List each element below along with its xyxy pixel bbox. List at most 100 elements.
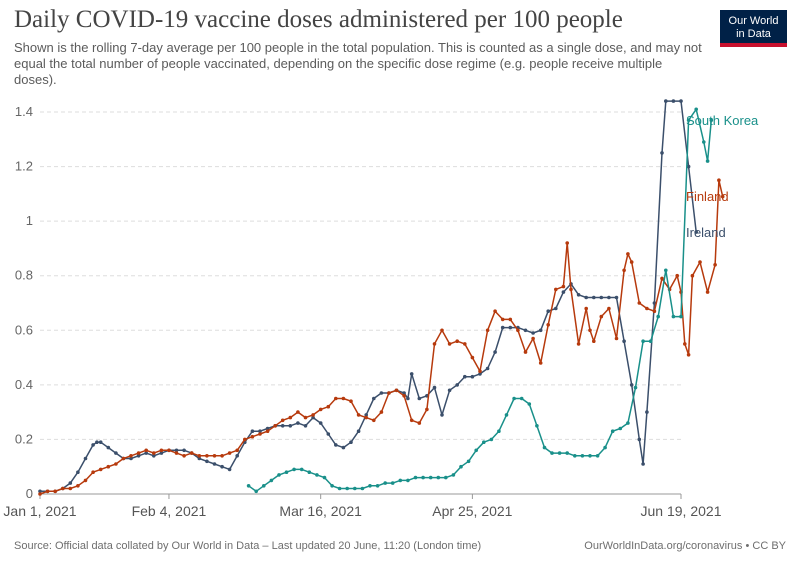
data-point-ireland: [174, 448, 179, 453]
data-point-finland: [409, 418, 414, 423]
license-note[interactable]: OurWorldInData.org/coronavirus • CC BY: [584, 540, 786, 552]
data-point-ireland: [364, 413, 369, 417]
x-tick-label: Mar 16, 2021: [279, 503, 362, 519]
data-point-finland: [326, 404, 331, 409]
data-point-finland: [508, 317, 513, 322]
data-point-south-korea: [307, 470, 312, 475]
data-point-finland: [447, 342, 452, 346]
data-point-finland: [622, 268, 626, 273]
data-point-finland: [379, 410, 384, 414]
data-point-south-korea: [322, 475, 327, 480]
data-point-ireland: [523, 328, 528, 333]
data-point-south-korea: [292, 467, 296, 472]
data-point-south-korea: [428, 475, 433, 480]
data-point-ireland: [592, 295, 596, 300]
data-point-south-korea: [588, 454, 592, 458]
y-tick-label: 0.6: [15, 322, 33, 337]
data-point-finland: [243, 437, 247, 442]
data-point-finland: [121, 456, 126, 461]
data-point-ireland: [341, 445, 346, 450]
data-point-ireland: [197, 456, 202, 461]
data-point-finland: [569, 287, 573, 292]
data-point-finland: [432, 342, 437, 346]
data-point-finland: [546, 323, 550, 327]
source-note: Source: Official data collated by Our Wo…: [14, 540, 482, 552]
data-point-ireland: [686, 164, 691, 169]
data-point-ireland: [106, 445, 111, 450]
data-point-ireland: [508, 325, 513, 330]
data-point-south-korea: [299, 467, 304, 472]
chart-subtitle: Shown is the rolling 7-day average per 1…: [14, 40, 702, 87]
data-point-finland: [576, 342, 581, 346]
data-point-finland: [652, 309, 657, 314]
data-point-finland: [686, 353, 691, 357]
data-point-south-korea: [504, 413, 509, 417]
data-point-ireland: [455, 383, 460, 387]
data-point-south-korea: [262, 484, 266, 488]
data-point-ireland: [440, 413, 444, 417]
chart-title: Daily COVID-19 vaccine doses administere…: [14, 6, 623, 33]
series-line-ireland: [40, 100, 697, 493]
data-point-south-korea: [519, 396, 524, 401]
data-point-finland: [588, 328, 592, 333]
data-point-south-korea: [421, 475, 425, 480]
data-point-finland: [341, 396, 346, 401]
data-point-south-korea: [512, 396, 516, 401]
data-point-ireland: [349, 440, 353, 445]
y-tick-label: 1.4: [15, 104, 33, 119]
data-point-ireland: [311, 415, 315, 420]
owid-logo[interactable]: Our World in Data: [720, 10, 787, 47]
data-point-ireland: [250, 429, 255, 434]
data-point-finland: [174, 451, 179, 455]
data-point-south-korea: [451, 473, 456, 477]
data-point-finland: [417, 421, 422, 425]
y-tick-label: 0.2: [15, 431, 33, 446]
data-point-ireland: [576, 293, 581, 297]
data-point-finland: [387, 391, 391, 395]
series-line-finland: [39, 179, 724, 495]
data-point-finland: [250, 434, 255, 439]
data-point-south-korea: [686, 118, 691, 122]
data-point-finland: [61, 486, 65, 491]
data-point-south-korea: [459, 464, 463, 469]
data-point-south-korea: [702, 140, 706, 144]
data-point-finland: [690, 273, 695, 278]
data-point-south-korea: [603, 445, 607, 450]
series-label-ireland: Ireland: [686, 225, 726, 240]
data-point-finland: [303, 415, 308, 420]
data-point-south-korea: [489, 437, 494, 442]
data-point-south-korea: [679, 314, 683, 319]
data-point-finland: [167, 448, 171, 453]
data-point-finland: [296, 410, 300, 414]
data-point-ireland: [326, 432, 331, 436]
data-point-finland: [538, 361, 543, 365]
data-point-finland: [493, 309, 497, 314]
y-tick-label: 0.4: [15, 377, 33, 392]
data-point-finland: [356, 413, 361, 417]
data-point-ireland: [554, 306, 558, 311]
data-point-ireland: [288, 424, 293, 428]
data-point-finland: [455, 339, 460, 344]
data-point-finland: [349, 399, 353, 404]
data-point-ireland: [645, 410, 649, 414]
data-point-ireland: [318, 421, 323, 425]
data-point-finland: [152, 451, 156, 455]
data-point-ireland: [599, 295, 604, 300]
data-point-ireland: [159, 451, 164, 455]
data-point-finland: [629, 260, 634, 264]
data-point-south-korea: [550, 451, 554, 455]
data-point-ireland: [531, 331, 535, 335]
data-point-finland: [500, 317, 505, 322]
data-point-south-korea: [610, 429, 615, 434]
data-point-finland: [273, 424, 278, 428]
data-point-south-korea: [626, 421, 630, 425]
data-point-south-korea: [390, 481, 395, 485]
data-point-ireland: [406, 396, 410, 401]
data-point-ireland: [227, 467, 232, 472]
data-point-finland: [334, 396, 338, 401]
data-point-finland: [626, 252, 630, 256]
data-point-south-korea: [330, 484, 334, 488]
data-point-finland: [258, 432, 262, 436]
data-point-finland: [607, 306, 611, 311]
data-point-ireland: [402, 391, 406, 395]
